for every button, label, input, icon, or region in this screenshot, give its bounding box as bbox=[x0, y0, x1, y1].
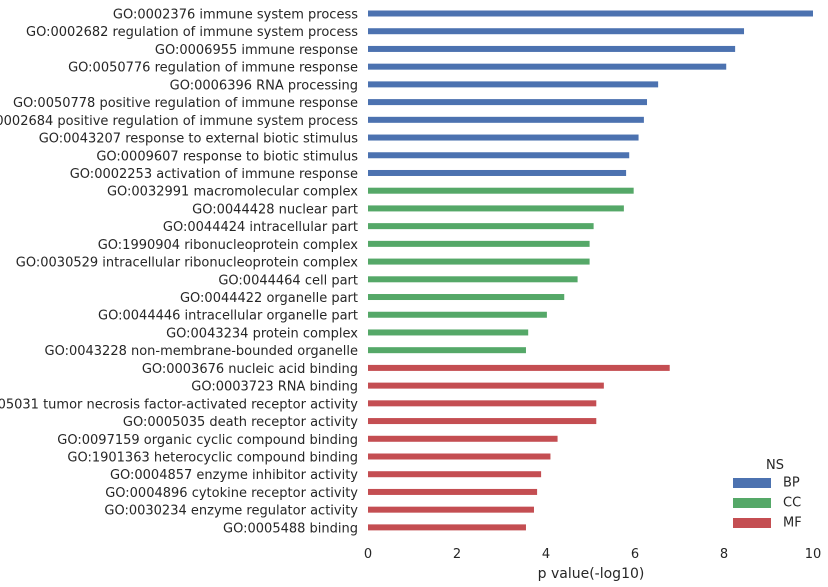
category-label: GO:0004857 enzyme inhibitor activity bbox=[110, 468, 358, 483]
bar bbox=[368, 152, 630, 159]
x-tick-label: 2 bbox=[453, 547, 461, 562]
x-tick-label: 0 bbox=[364, 547, 372, 562]
bar bbox=[368, 28, 745, 35]
bar bbox=[368, 294, 565, 301]
legend-swatch bbox=[733, 478, 771, 488]
category-label: GO:0050778 positive regulation of immune… bbox=[13, 96, 358, 111]
x-tick-label: 10 bbox=[805, 547, 822, 562]
bar bbox=[368, 347, 526, 354]
legend-swatch bbox=[733, 518, 771, 528]
category-label: GO:0043228 non-membrane-bounded organell… bbox=[45, 344, 359, 359]
category-label: GO:0030529 intracellular ribonucleoprote… bbox=[16, 256, 359, 271]
category-label: GO:0006955 immune response bbox=[155, 43, 358, 58]
category-labels: GO:0002376 immune system process GO:00026… bbox=[0, 8, 358, 537]
category-label: GO:0002682 regulation of immune system p… bbox=[26, 25, 358, 40]
bar bbox=[368, 524, 526, 531]
legend: NS BP CC MF bbox=[733, 458, 802, 531]
bar bbox=[368, 488, 538, 495]
bar bbox=[368, 10, 813, 17]
bar bbox=[368, 187, 634, 194]
category-label: GO:0002684 positive regulation of immune… bbox=[0, 114, 358, 129]
category-label: GO:0044428 nuclear part bbox=[192, 202, 358, 217]
bar bbox=[368, 364, 670, 371]
legend-label: BP bbox=[783, 476, 800, 491]
bar bbox=[368, 400, 597, 407]
category-label: GO:0032991 macromolecular complex bbox=[107, 185, 358, 200]
legend-label: CC bbox=[783, 496, 801, 511]
category-label: GO:0002253 activation of immune response bbox=[70, 167, 358, 182]
category-label: GO:1901363 heterocyclic compound binding bbox=[67, 451, 358, 466]
category-label: GO:0044424 intracellular part bbox=[163, 220, 358, 235]
bar bbox=[368, 453, 551, 460]
bar bbox=[368, 258, 590, 265]
legend-label: MF bbox=[783, 516, 802, 531]
bar bbox=[368, 63, 727, 70]
bar bbox=[368, 382, 604, 389]
legend-title: NS bbox=[766, 458, 784, 473]
category-label: GO:0005035 death receptor activity bbox=[123, 415, 358, 430]
category-label: GO:0005031 tumor necrosis factor-activat… bbox=[0, 397, 358, 412]
category-label: GO:0030234 enzyme regulator activity bbox=[104, 504, 358, 519]
category-label: GO:0004896 cytokine receptor activity bbox=[105, 486, 358, 501]
category-label: GO:0006396 RNA processing bbox=[170, 78, 358, 93]
bar bbox=[368, 116, 644, 123]
category-label: GO:0043234 protein complex bbox=[166, 326, 358, 341]
category-label: GO:0044446 intracellular organelle part bbox=[98, 309, 358, 324]
category-label: GO:0009607 response to biotic stimulus bbox=[96, 149, 358, 164]
x-axis-label: p value(-log10) bbox=[538, 566, 645, 582]
bar bbox=[368, 45, 736, 52]
category-label: GO:0003676 nucleic acid binding bbox=[142, 362, 358, 377]
category-label: GO:0050776 regulation of immune response bbox=[68, 61, 358, 76]
x-tick-label: 4 bbox=[542, 547, 550, 562]
bar bbox=[368, 435, 558, 442]
bar bbox=[368, 418, 597, 425]
x-axis: 0 2 4 6 8 10 bbox=[364, 547, 821, 562]
bar bbox=[368, 240, 590, 247]
bar bbox=[368, 329, 529, 336]
category-label: GO:0005488 binding bbox=[223, 521, 358, 536]
bar bbox=[368, 99, 648, 106]
x-tick-label: 6 bbox=[631, 547, 639, 562]
bar bbox=[368, 276, 578, 283]
bars bbox=[368, 10, 813, 531]
bar bbox=[368, 134, 639, 141]
bar bbox=[368, 506, 534, 513]
category-label: GO:0043207 response to external biotic s… bbox=[39, 132, 359, 147]
legend-swatch bbox=[733, 498, 771, 508]
category-label: GO:0044464 cell part bbox=[218, 273, 358, 288]
category-label: GO:0002376 immune system process bbox=[113, 8, 358, 23]
category-label: GO:0003723 RNA binding bbox=[191, 380, 358, 395]
bar bbox=[368, 471, 542, 478]
bar bbox=[368, 169, 627, 176]
category-label: GO:0044422 organelle part bbox=[180, 291, 358, 306]
category-label: GO:0097159 organic cyclic compound bindi… bbox=[57, 433, 358, 448]
category-label: GO:1990904 ribonucleoprotein complex bbox=[98, 238, 359, 253]
bar bbox=[368, 311, 547, 318]
x-tick-label: 8 bbox=[720, 547, 728, 562]
bar bbox=[368, 81, 659, 88]
bar bbox=[368, 223, 594, 230]
bar bbox=[368, 205, 624, 212]
